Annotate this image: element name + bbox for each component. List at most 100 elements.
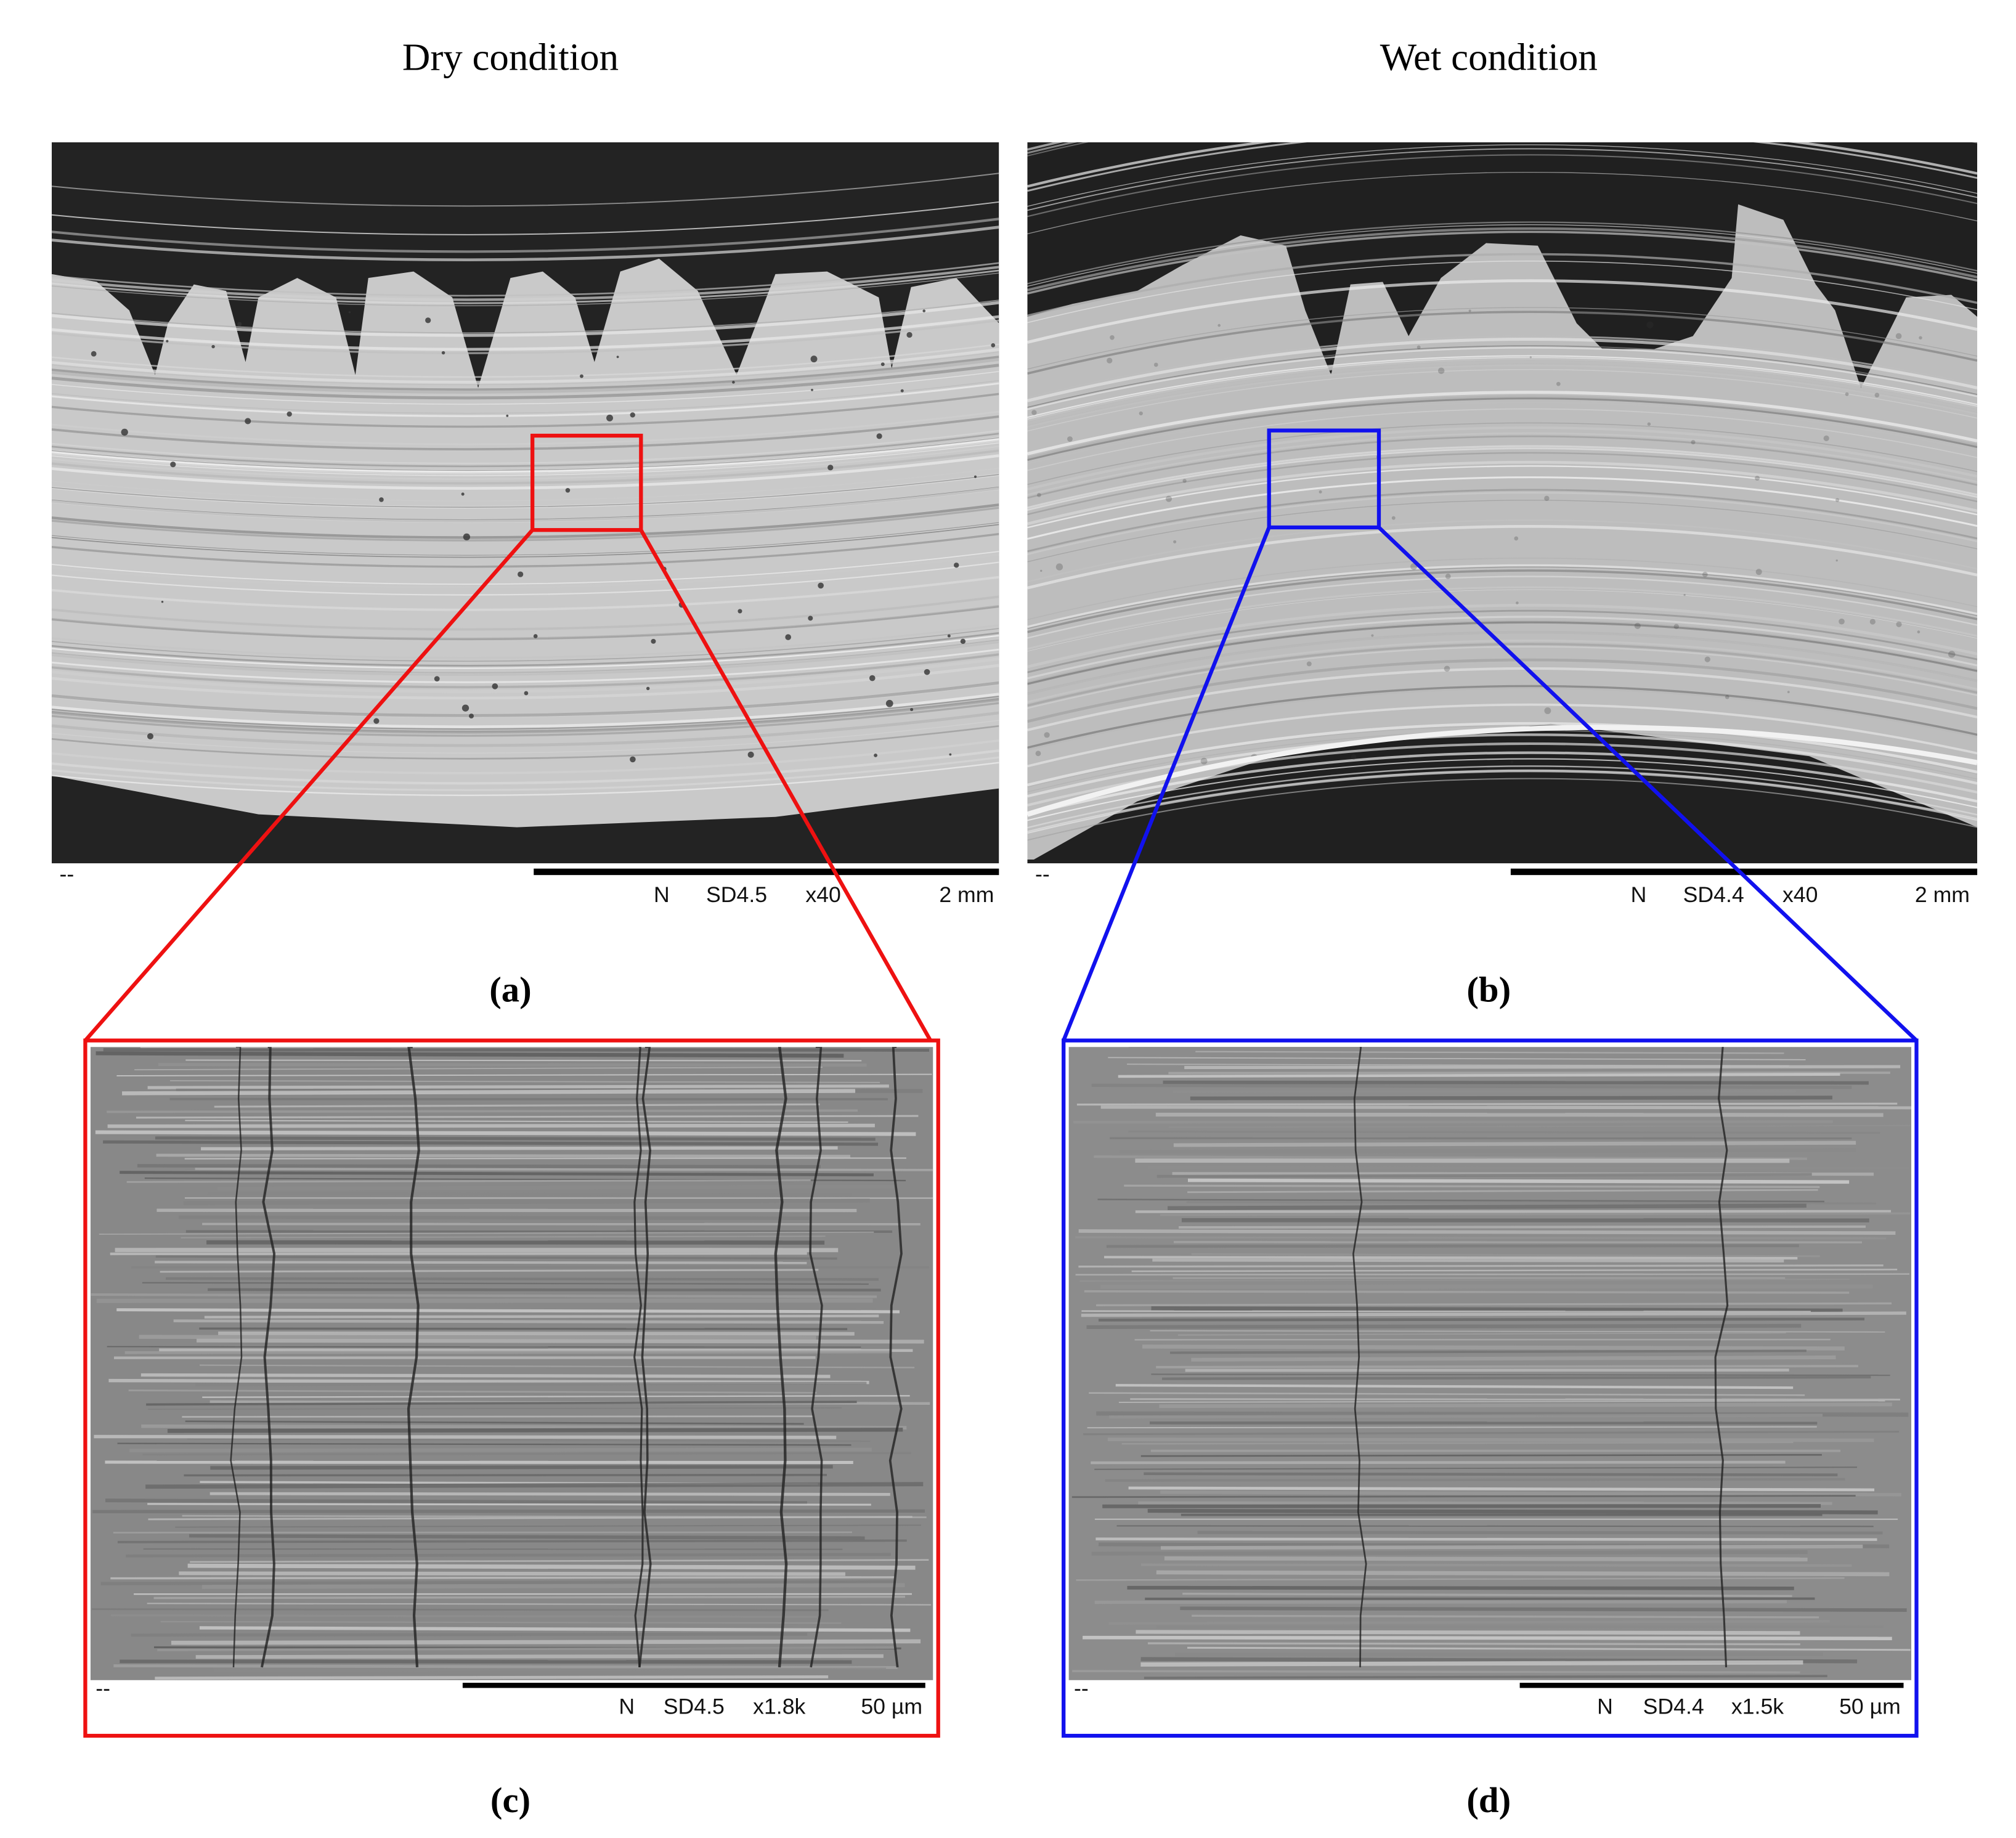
texture (1027, 307, 1978, 370)
texture (51, 653, 999, 688)
texture (51, 410, 999, 445)
texture (1071, 1495, 1856, 1498)
texture (91, 351, 97, 357)
texture (1027, 639, 1978, 704)
texture (1634, 622, 1641, 629)
texture (461, 492, 465, 496)
texture (51, 532, 999, 568)
texture (1108, 1057, 1806, 1060)
texture (103, 1140, 879, 1146)
texture (1725, 694, 1729, 699)
texture (1027, 395, 1978, 460)
texture (379, 497, 384, 502)
texture (651, 638, 656, 644)
texture (1136, 1630, 1800, 1635)
texture (1094, 1466, 1858, 1470)
texture (1027, 758, 1978, 821)
texture (1147, 1508, 1878, 1515)
texture (208, 1192, 852, 1197)
texture (51, 392, 999, 428)
texture (1027, 586, 1978, 650)
texture (1919, 336, 1922, 340)
texture (1896, 621, 1902, 627)
texture (1187, 1178, 1850, 1184)
texture (1128, 1047, 1911, 1050)
texture (1152, 1258, 1784, 1263)
texture (178, 1522, 840, 1525)
texture (146, 1401, 857, 1406)
texture (51, 415, 999, 451)
texture (1027, 524, 1978, 590)
texture (492, 683, 498, 689)
texture (51, 604, 999, 641)
texture (1087, 1426, 1817, 1429)
texture (181, 1235, 826, 1238)
texture (1115, 1384, 1794, 1389)
texture (1755, 569, 1762, 575)
texture (113, 1664, 898, 1669)
texture (1165, 495, 1173, 502)
scale-text: x40 (805, 882, 840, 907)
texture (1140, 1563, 1852, 1567)
texture (1027, 569, 1978, 633)
texture (126, 1179, 811, 1183)
texture (214, 1667, 887, 1672)
texture (991, 343, 996, 348)
texture (51, 624, 999, 659)
texture (818, 582, 824, 589)
texture (1081, 1310, 1811, 1312)
sem-image-d (1068, 1047, 1912, 1680)
texture (195, 1381, 867, 1386)
texture (869, 675, 876, 681)
texture (147, 1603, 932, 1606)
texture (116, 1308, 900, 1314)
texture (161, 601, 164, 603)
texture (51, 725, 999, 760)
texture (140, 1373, 831, 1378)
texture (51, 635, 999, 669)
texture (1121, 1441, 1794, 1445)
texture (199, 1327, 848, 1330)
heading: Dry condition (402, 35, 619, 78)
texture (51, 201, 999, 235)
texture (51, 693, 999, 728)
texture (616, 356, 619, 359)
texture (51, 553, 999, 589)
texture (1839, 618, 1845, 625)
texture (148, 1407, 842, 1410)
texture (1151, 1306, 1843, 1313)
texture (747, 751, 754, 758)
texture (195, 1168, 933, 1171)
marker: -- (1035, 862, 1050, 887)
texture (1027, 338, 1978, 402)
texture (1027, 722, 1978, 787)
texture (1027, 435, 1978, 499)
texture (1037, 493, 1041, 497)
texture (1027, 616, 1978, 680)
texture (51, 632, 999, 667)
texture (51, 648, 999, 683)
texture (808, 616, 813, 621)
texture (201, 1146, 838, 1151)
texture (185, 1420, 804, 1425)
sem-image-b (1027, 142, 1978, 864)
texture (51, 657, 999, 693)
texture (1027, 500, 1978, 563)
texture (51, 695, 999, 730)
texture (166, 340, 169, 343)
texture (1027, 567, 1978, 632)
texture (51, 739, 999, 775)
texture (99, 1231, 874, 1235)
texture (1096, 1302, 1892, 1307)
texture (1142, 1344, 1845, 1351)
texture (51, 749, 999, 785)
texture (809, 1047, 823, 1668)
texture (171, 1639, 921, 1645)
texture (117, 1539, 907, 1543)
marker: -- (1074, 1676, 1089, 1701)
texture (1151, 1373, 1890, 1376)
texture (580, 374, 583, 378)
texture (199, 1626, 911, 1632)
texture (1187, 1646, 1911, 1651)
